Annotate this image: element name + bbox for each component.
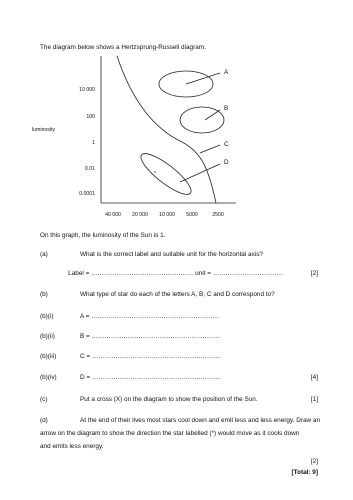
part-number: (c)	[40, 396, 47, 403]
y-label: 100	[86, 114, 95, 120]
y-label: 0.01	[85, 166, 95, 172]
x-label: 2500	[212, 212, 224, 218]
question-line: At the end of their lives most stars coo…	[80, 417, 320, 424]
part-number: (b)(iii)	[40, 353, 56, 360]
letter: A	[224, 69, 229, 76]
x-label: 40 000	[105, 212, 121, 218]
y-axis-label: luminosity	[32, 127, 55, 133]
part-number: (b)(ii)	[40, 333, 55, 340]
part-number: (b)(i)	[40, 313, 54, 320]
part-number: (b)	[40, 291, 48, 298]
main-sequence	[116, 55, 217, 204]
region-d	[140, 153, 192, 195]
letter: D	[224, 159, 229, 166]
answer-line: B = ……………………………………………………	[80, 333, 219, 340]
pointer-c	[199, 144, 221, 154]
question: What type of star do each of the letters…	[80, 291, 275, 298]
region-a	[158, 70, 214, 98]
y-label: 0.0001	[79, 191, 95, 197]
pointer-a	[185, 72, 221, 85]
y-label: 10 000	[79, 87, 95, 93]
x-label: 10 000	[159, 212, 175, 218]
hr-diagram: * luminosity 10 000 100 1 0.01 0.0001 40…	[32, 55, 236, 218]
x-label: 20 000	[132, 212, 148, 218]
pointer-d	[179, 163, 221, 183]
marks: [2]	[311, 458, 318, 465]
part-number: (a)	[40, 251, 48, 258]
answer-line: C = ……………………………………………………	[80, 353, 220, 360]
marks: [4]	[311, 374, 318, 381]
question: Put a cross (X) on the diagram to show t…	[80, 396, 258, 403]
answer-line: Label = ………………………………………… unit = ………………………	[68, 270, 283, 277]
y-label: 1	[92, 140, 95, 146]
intro: The diagram below shows a Hertzsprung-Ru…	[40, 44, 206, 51]
star-marker: *	[154, 171, 156, 177]
part-number: (b)(iv)	[40, 374, 57, 381]
letter: C	[224, 141, 229, 148]
question-line: arrow on the diagram to show the directi…	[40, 430, 300, 437]
letter: B	[224, 105, 228, 112]
marks: [1]	[311, 396, 318, 403]
sun-note: On this graph, the luminosity of the Sun…	[40, 232, 166, 239]
pointer-b	[204, 109, 221, 121]
answer-line: A = ……………………………………………………	[80, 313, 219, 320]
question-line: and emits less energy.	[40, 443, 104, 450]
answer-line: D = ……………………………………………………	[80, 374, 220, 381]
marks: [2]	[311, 270, 318, 277]
region-b	[179, 106, 225, 134]
question: What is the correct label and suitable u…	[80, 251, 263, 258]
part-number: (d)	[40, 417, 48, 424]
x-label: 5000	[186, 212, 198, 218]
total: [Total: 9]	[291, 469, 318, 476]
